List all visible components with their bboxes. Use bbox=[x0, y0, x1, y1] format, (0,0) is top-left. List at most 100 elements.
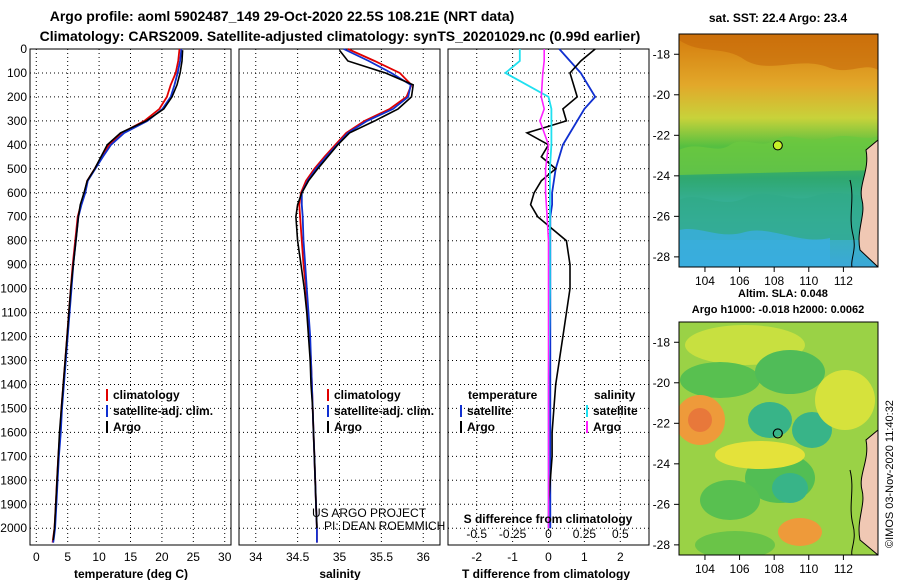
depth-tick-label: 1800 bbox=[0, 473, 27, 487]
depth-tick-label: 500 bbox=[7, 162, 27, 176]
lat-tick-label: -24 bbox=[653, 457, 671, 471]
credit-pi: PI: DEAN ROEMMICH bbox=[324, 519, 445, 533]
x-tick-label: 20 bbox=[155, 550, 169, 564]
difference-legend: temperature salinity satellite Argo sate… bbox=[460, 388, 638, 434]
x-tick-labels: 0 5 10 15 20 25 30 34 34.5 35 35.5 36 -2 -1 0 1 2 bbox=[33, 550, 624, 564]
x-tick-label: 35.5 bbox=[370, 550, 394, 564]
depth-tick-label: 1200 bbox=[0, 330, 27, 344]
sla-map-title-2: Argo h1000: -0.018 h2000: 0.0062 bbox=[692, 304, 864, 316]
lon-tick-label: 110 bbox=[799, 274, 818, 288]
lat-tick-label: -20 bbox=[653, 88, 671, 102]
s-tick-label: -0.5 bbox=[466, 527, 487, 541]
lat-tick-label: -22 bbox=[653, 416, 671, 430]
sla-map-title-1: Altim. SLA: 0.048 bbox=[738, 288, 828, 300]
x-tick-label: 15 bbox=[124, 550, 138, 564]
series-temperature-satellite bbox=[549, 48, 597, 529]
s-difference-ticks: -0.5 -0.25 0 0.25 0.5 bbox=[466, 527, 629, 541]
legend-argo: Argo bbox=[113, 420, 141, 434]
header-line-1: Argo profile: aoml 5902487_149 29-Oct-20… bbox=[50, 8, 515, 24]
legend-argo: Argo bbox=[334, 420, 362, 434]
legend-satellite: satellite-adj. clim. bbox=[113, 404, 213, 418]
depth-tick-label: 400 bbox=[7, 138, 27, 152]
temperature-legend: climatology satellite-adj. clim. Argo bbox=[106, 388, 213, 434]
s-tick-label: 0.25 bbox=[573, 527, 597, 541]
depth-tick-label: 200 bbox=[7, 90, 27, 104]
lat-tick-label: -26 bbox=[653, 497, 671, 511]
lon-tick-label: 106 bbox=[730, 274, 750, 288]
depth-tick-label: 1300 bbox=[0, 353, 27, 367]
t-difference-axis-label: T difference from climatology bbox=[462, 567, 630, 580]
depth-tick-labels: 0 100 200 300 400 500 600 700 800 900 1000 1100 1200… bbox=[0, 42, 27, 535]
x-tick-label: 34.5 bbox=[286, 550, 310, 564]
depth-tick-label: 1000 bbox=[0, 282, 27, 296]
legend-t-argo: Argo bbox=[467, 420, 495, 434]
lat-tick-label: -22 bbox=[653, 128, 671, 142]
depth-tick-label: 2000 bbox=[0, 521, 27, 535]
depth-tick-label: 700 bbox=[7, 210, 27, 224]
legend-climatology: climatology bbox=[334, 388, 401, 402]
lat-tick-label: -20 bbox=[653, 376, 671, 390]
lon-tick-label: 112 bbox=[834, 562, 853, 576]
lat-tick-label: -28 bbox=[653, 538, 671, 552]
depth-tick-label: 1500 bbox=[0, 401, 27, 415]
lon-tick-label: 112 bbox=[834, 274, 853, 288]
profile-lines bbox=[51, 48, 597, 543]
legend-temperature-title: temperature bbox=[468, 388, 538, 402]
x-tick-label: 34 bbox=[249, 550, 263, 564]
x-tick-label: -2 bbox=[471, 550, 482, 564]
lon-tick-label: 108 bbox=[764, 562, 784, 576]
x-tick-label: 5 bbox=[64, 550, 71, 564]
series-temperature-argo bbox=[524, 48, 596, 529]
x-tick-label: 25 bbox=[187, 550, 201, 564]
x-tick-label: 35 bbox=[333, 550, 347, 564]
salinity-legend: climatology satellite-adj. clim. Argo bbox=[327, 388, 434, 434]
x-tick-label: 36 bbox=[417, 550, 431, 564]
depth-tick-label: 300 bbox=[7, 114, 27, 128]
sst-map-frame bbox=[678, 33, 879, 268]
header-line-2: Climatology: CARS2009. Satellite-adjuste… bbox=[40, 28, 641, 44]
legend-satellite: satellite-adj. clim. bbox=[334, 404, 434, 418]
legend-s-argo: Argo bbox=[593, 420, 621, 434]
lon-tick-label: 104 bbox=[695, 562, 715, 576]
x-tick-label: 10 bbox=[92, 550, 106, 564]
lat-tick-label: -26 bbox=[653, 209, 671, 223]
s-tick-label: 0 bbox=[545, 527, 552, 541]
x-tick-label: 1 bbox=[581, 550, 588, 564]
depth-tick-label: 0 bbox=[20, 42, 27, 56]
lon-tick-label: 108 bbox=[764, 274, 784, 288]
legend-t-satellite: satellite bbox=[467, 404, 512, 418]
lon-tick-label: 110 bbox=[799, 562, 818, 576]
lat-tick-label: -28 bbox=[653, 250, 671, 264]
credit-project: US ARGO PROJECT bbox=[312, 506, 427, 520]
depth-tick-label: 800 bbox=[7, 234, 27, 248]
depth-tick-label: 1100 bbox=[1, 306, 27, 320]
salinity-axis-label: salinity bbox=[319, 567, 361, 580]
argo-position-marker bbox=[772, 428, 783, 439]
sst-map-title: sat. SST: 22.4 Argo: 23.4 bbox=[709, 11, 848, 25]
temperature-axis-label: temperature (deg C) bbox=[74, 567, 188, 580]
series-argo bbox=[52, 50, 184, 541]
series-satellite-adj-clim- bbox=[52, 48, 183, 543]
s-difference-label: S difference from climatology bbox=[464, 512, 633, 526]
map-tick-labels: -18 -20 -22 -24 -26 -28 104 106 108 110 112 -18 -20 -… bbox=[653, 47, 854, 576]
depth-tick-label: 100 bbox=[7, 66, 27, 80]
series-satellite-adj-clim- bbox=[300, 48, 412, 543]
series-salinity-argo bbox=[539, 49, 550, 529]
sla-map bbox=[679, 322, 878, 555]
sst-map bbox=[679, 34, 878, 267]
depth-tick-label: 1700 bbox=[0, 449, 27, 463]
depth-tick-label: 1900 bbox=[0, 497, 27, 511]
x-tick-label: 0 bbox=[545, 550, 552, 564]
series-climatology bbox=[298, 48, 413, 543]
x-tick-label: 30 bbox=[218, 550, 232, 564]
sla-map-frame bbox=[678, 321, 879, 556]
x-tick-label: 2 bbox=[617, 550, 624, 564]
x-tick-label: 0 bbox=[33, 550, 40, 564]
depth-tick-label: 900 bbox=[7, 258, 27, 272]
x-tick-label: -1 bbox=[507, 550, 518, 564]
depth-tick-label: 1400 bbox=[0, 377, 27, 391]
lat-tick-label: -18 bbox=[653, 47, 671, 61]
s-tick-label: 0.5 bbox=[612, 527, 629, 541]
s-tick-label: -0.25 bbox=[499, 527, 527, 541]
